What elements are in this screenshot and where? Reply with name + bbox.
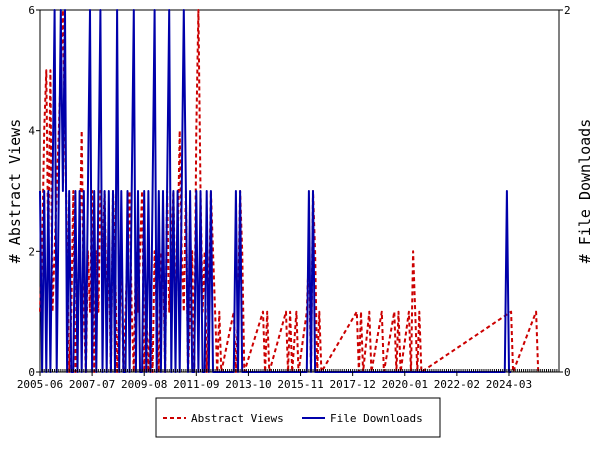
x-tick-label: 2005-06 [17,378,63,391]
x-tick-label: 2024-03 [486,378,532,391]
y-axis-left: 0 2 4 6 [28,4,40,379]
legend-label-abstract-views: Abstract Views [191,412,284,425]
x-tick-label: 2022-02 [434,378,480,391]
y-left-tick-label: 4 [28,125,35,138]
y-right-tick-label: 2 [564,4,571,17]
y-left-tick-label: 0 [28,366,35,379]
x-tick-label: 2020-01 [382,378,428,391]
x-axis: 2005-06 2007-07 2009-08 2011-09 2013-10 2015-… [17,369,560,391]
legend: Abstract Views File Downloads [155,397,441,438]
y-axis-right: 02 [559,4,571,379]
y-left-tick-label: 6 [28,4,35,17]
x-tick-label: 2017-12 [329,378,375,391]
y-axis-left-title: # Abstract Views [6,119,24,264]
legend-box [155,397,441,438]
series-line-file-downloads [39,9,512,373]
series-layer [39,9,540,373]
y-axis-right-title: # File Downloads [576,119,594,264]
y-left-tick-label: 2 [28,245,35,258]
x-tick-label: 2011-09 [173,378,219,391]
x-tick-label: 2013-10 [225,378,271,391]
legend-label-file-downloads: File Downloads [330,412,423,425]
series-line-abstract-views [39,9,540,373]
x-tick-label: 2007-07 [69,378,115,391]
y-right-tick-label: 0 [564,366,571,379]
x-tick-label: 2009-08 [121,378,167,391]
x-tick-label: 2015-11 [277,378,323,391]
